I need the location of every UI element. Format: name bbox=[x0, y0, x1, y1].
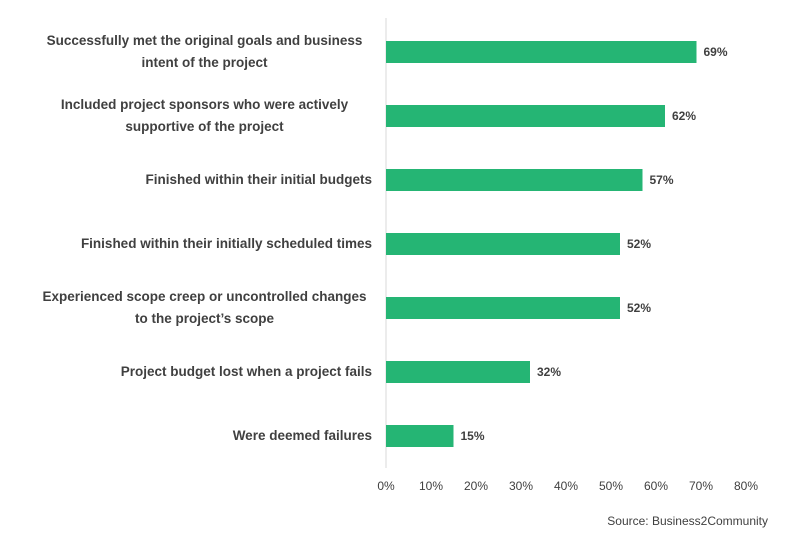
bar bbox=[386, 425, 454, 447]
x-tick-label: 70% bbox=[689, 479, 713, 493]
bar bbox=[386, 105, 665, 127]
value-label: 69% bbox=[704, 45, 728, 59]
x-tick-label: 50% bbox=[599, 479, 623, 493]
category-label: Were deemed failures bbox=[232, 428, 372, 443]
category-label: Included project sponsors who were activ… bbox=[60, 97, 349, 134]
x-tick-label: 60% bbox=[644, 479, 668, 493]
category-label: Successfully met the original goals and … bbox=[46, 33, 363, 70]
x-tick-label: 40% bbox=[554, 479, 578, 493]
x-tick-label: 20% bbox=[464, 479, 488, 493]
category-label: Experienced scope creep or uncontrolled … bbox=[42, 289, 367, 326]
value-label: 57% bbox=[650, 173, 674, 187]
category-label: Finished within their initial budgets bbox=[145, 172, 372, 187]
bar bbox=[386, 233, 620, 255]
x-tick-label: 10% bbox=[419, 479, 443, 493]
x-tick-label: 0% bbox=[377, 479, 395, 493]
x-tick-label: 80% bbox=[734, 479, 758, 493]
x-tick-label: 30% bbox=[509, 479, 533, 493]
bar bbox=[386, 297, 620, 319]
value-label: 52% bbox=[627, 301, 651, 315]
source-note: Source: Business2Community bbox=[607, 514, 768, 528]
bar bbox=[386, 41, 697, 63]
category-label: Finished within their initially schedule… bbox=[80, 236, 372, 251]
value-label: 32% bbox=[537, 365, 561, 379]
category-label: Project budget lost when a project fails bbox=[120, 364, 372, 379]
value-label: 62% bbox=[672, 109, 696, 123]
bar bbox=[386, 361, 530, 383]
value-label: 52% bbox=[627, 237, 651, 251]
bar bbox=[386, 169, 643, 191]
value-label: 15% bbox=[461, 429, 485, 443]
